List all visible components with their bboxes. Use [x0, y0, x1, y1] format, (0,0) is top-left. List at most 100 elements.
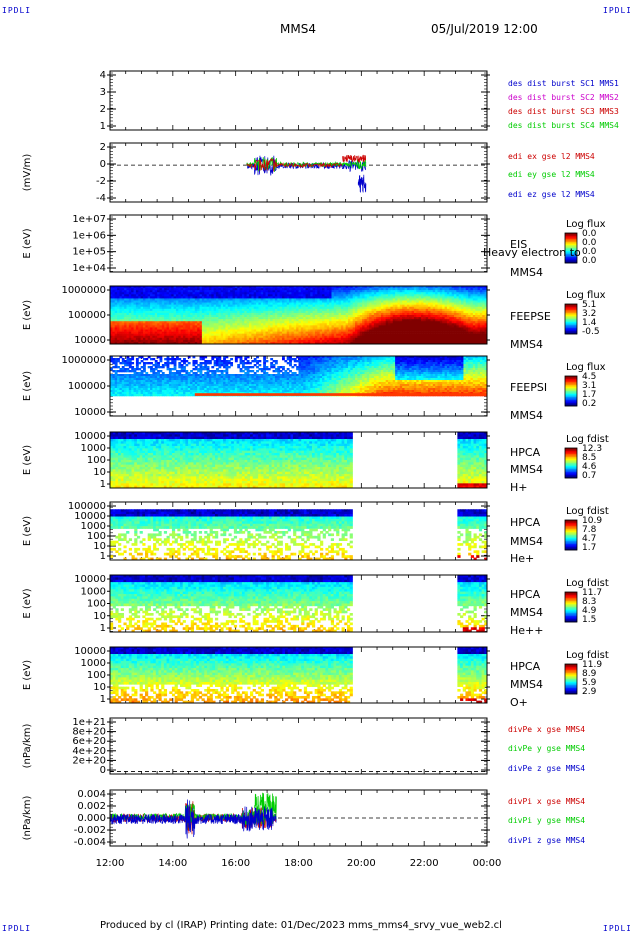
heatmap-cell: [150, 298, 153, 301]
heatmap-cell: [192, 292, 196, 295]
heatmap-cell: [112, 333, 116, 337]
heatmap-cell: [175, 337, 179, 341]
heatmap-cell: [197, 333, 201, 337]
heatmap-cell: [190, 319, 193, 322]
heatmap-cell: [121, 308, 125, 312]
heatmap-cell: [161, 294, 165, 297]
heatmap-cell: [145, 372, 149, 375]
heatmap-cell: [206, 294, 210, 297]
heatmap-cell: [173, 300, 177, 303]
heatmap-cell: [121, 306, 125, 310]
heatmap-cell: [220, 296, 224, 299]
heatmap-cell: [171, 333, 175, 337]
heatmap-cell: [173, 364, 177, 367]
heatmap-cell: [128, 286, 132, 289]
heatmap-cell: [218, 302, 222, 305]
heatmap-cell: [121, 292, 125, 295]
heatmap-cell: [135, 331, 139, 334]
heatmap-cell: [199, 337, 203, 341]
heatmap-cell: [133, 321, 137, 324]
heatmap-cell: [168, 333, 172, 337]
heatmap-cell: [185, 337, 189, 341]
heatmap-cell: [112, 325, 116, 328]
heatmap-cell: [185, 298, 189, 301]
heatmap-cell: [128, 327, 132, 330]
heatmap-cell: [178, 315, 182, 318]
heatmap-cell: [119, 290, 123, 293]
heatmap-cell: [201, 302, 205, 305]
heatmap-cell: [124, 321, 127, 324]
heatmap-cell: [121, 333, 125, 337]
heatmap-cell: [159, 294, 163, 297]
heatmap-cell: [173, 296, 177, 299]
heatmap-cell: [201, 327, 205, 330]
heatmap-cell: [171, 337, 175, 341]
heatmap-cell: [190, 288, 193, 291]
heatmap-cell: [159, 300, 163, 303]
heatmap-cell: [150, 366, 153, 369]
heatmap-cell: [166, 286, 170, 289]
heatmap-cell: [135, 286, 139, 289]
heatmap-cell: [213, 337, 217, 341]
heatmap-cell: [112, 331, 116, 334]
heatmap-cell: [152, 290, 156, 293]
heatmap-cell: [190, 300, 193, 303]
heatmap-cell: [119, 331, 123, 334]
heatmap-cell: [110, 310, 113, 314]
heatmap-cell: [152, 317, 156, 320]
heatmap-cell: [126, 315, 130, 318]
heatmap-cell: [192, 296, 196, 299]
heatmap-cell: [199, 335, 203, 339]
heatmap-cell: [211, 331, 215, 334]
heatmap-cell: [201, 292, 205, 295]
heatmap-cell: [216, 306, 219, 310]
heatmap-cell: [211, 321, 215, 324]
heatmap-cell: [208, 294, 212, 297]
heatmap-cell: [178, 288, 182, 291]
heatmap-cell: [159, 296, 163, 299]
heatmap-cell: [152, 323, 156, 326]
heatmap-cell: [199, 286, 203, 289]
heatmap-cell: [119, 312, 123, 316]
heatmap-cell: [220, 298, 224, 301]
heatmap-cell: [140, 288, 144, 291]
heatmap-cell: [126, 319, 130, 322]
heatmap-cell: [187, 296, 191, 299]
heatmap-cell: [124, 339, 127, 343]
panel-3-ytick-label: 1e+05: [72, 247, 106, 258]
heatmap-cell: [173, 329, 177, 332]
heatmap-cell: [159, 370, 163, 373]
heatmap-cell: [131, 315, 135, 318]
heatmap-cell: [183, 325, 186, 328]
heatmap-cell: [225, 292, 229, 295]
heatmap-cell: [220, 325, 224, 328]
heatmap-cell: [114, 302, 118, 305]
heatmap-cell: [168, 292, 172, 295]
heatmap-cell: [227, 288, 231, 291]
heatmap-cell: [114, 296, 118, 299]
heatmap-cell: [204, 296, 208, 299]
heatmap-cell: [171, 298, 175, 301]
heatmap-cell: [185, 290, 189, 293]
heatmap-cell: [187, 294, 191, 297]
heatmap-cell: [138, 315, 142, 318]
heatmap-cell: [178, 327, 182, 330]
heatmap-cell: [178, 325, 182, 328]
heatmap-cell: [216, 321, 219, 324]
heatmap-cell: [133, 329, 137, 332]
heatmap-cell: [173, 290, 177, 293]
heatmap-cell: [168, 308, 172, 312]
heatmap-cell: [142, 321, 146, 324]
heatmap-cell: [197, 331, 201, 334]
heatmap-cell: [171, 302, 175, 305]
heatmap-cell: [159, 298, 163, 301]
heatmap-cell: [138, 288, 142, 291]
heatmap-cell: [206, 327, 210, 330]
heatmap-cell: [117, 321, 120, 324]
heatmap-cell: [197, 335, 201, 339]
heatmap-cell: [173, 292, 177, 295]
heatmap-cell: [142, 298, 146, 301]
heatmap-cell: [194, 288, 198, 291]
heatmap-cell: [150, 312, 153, 316]
